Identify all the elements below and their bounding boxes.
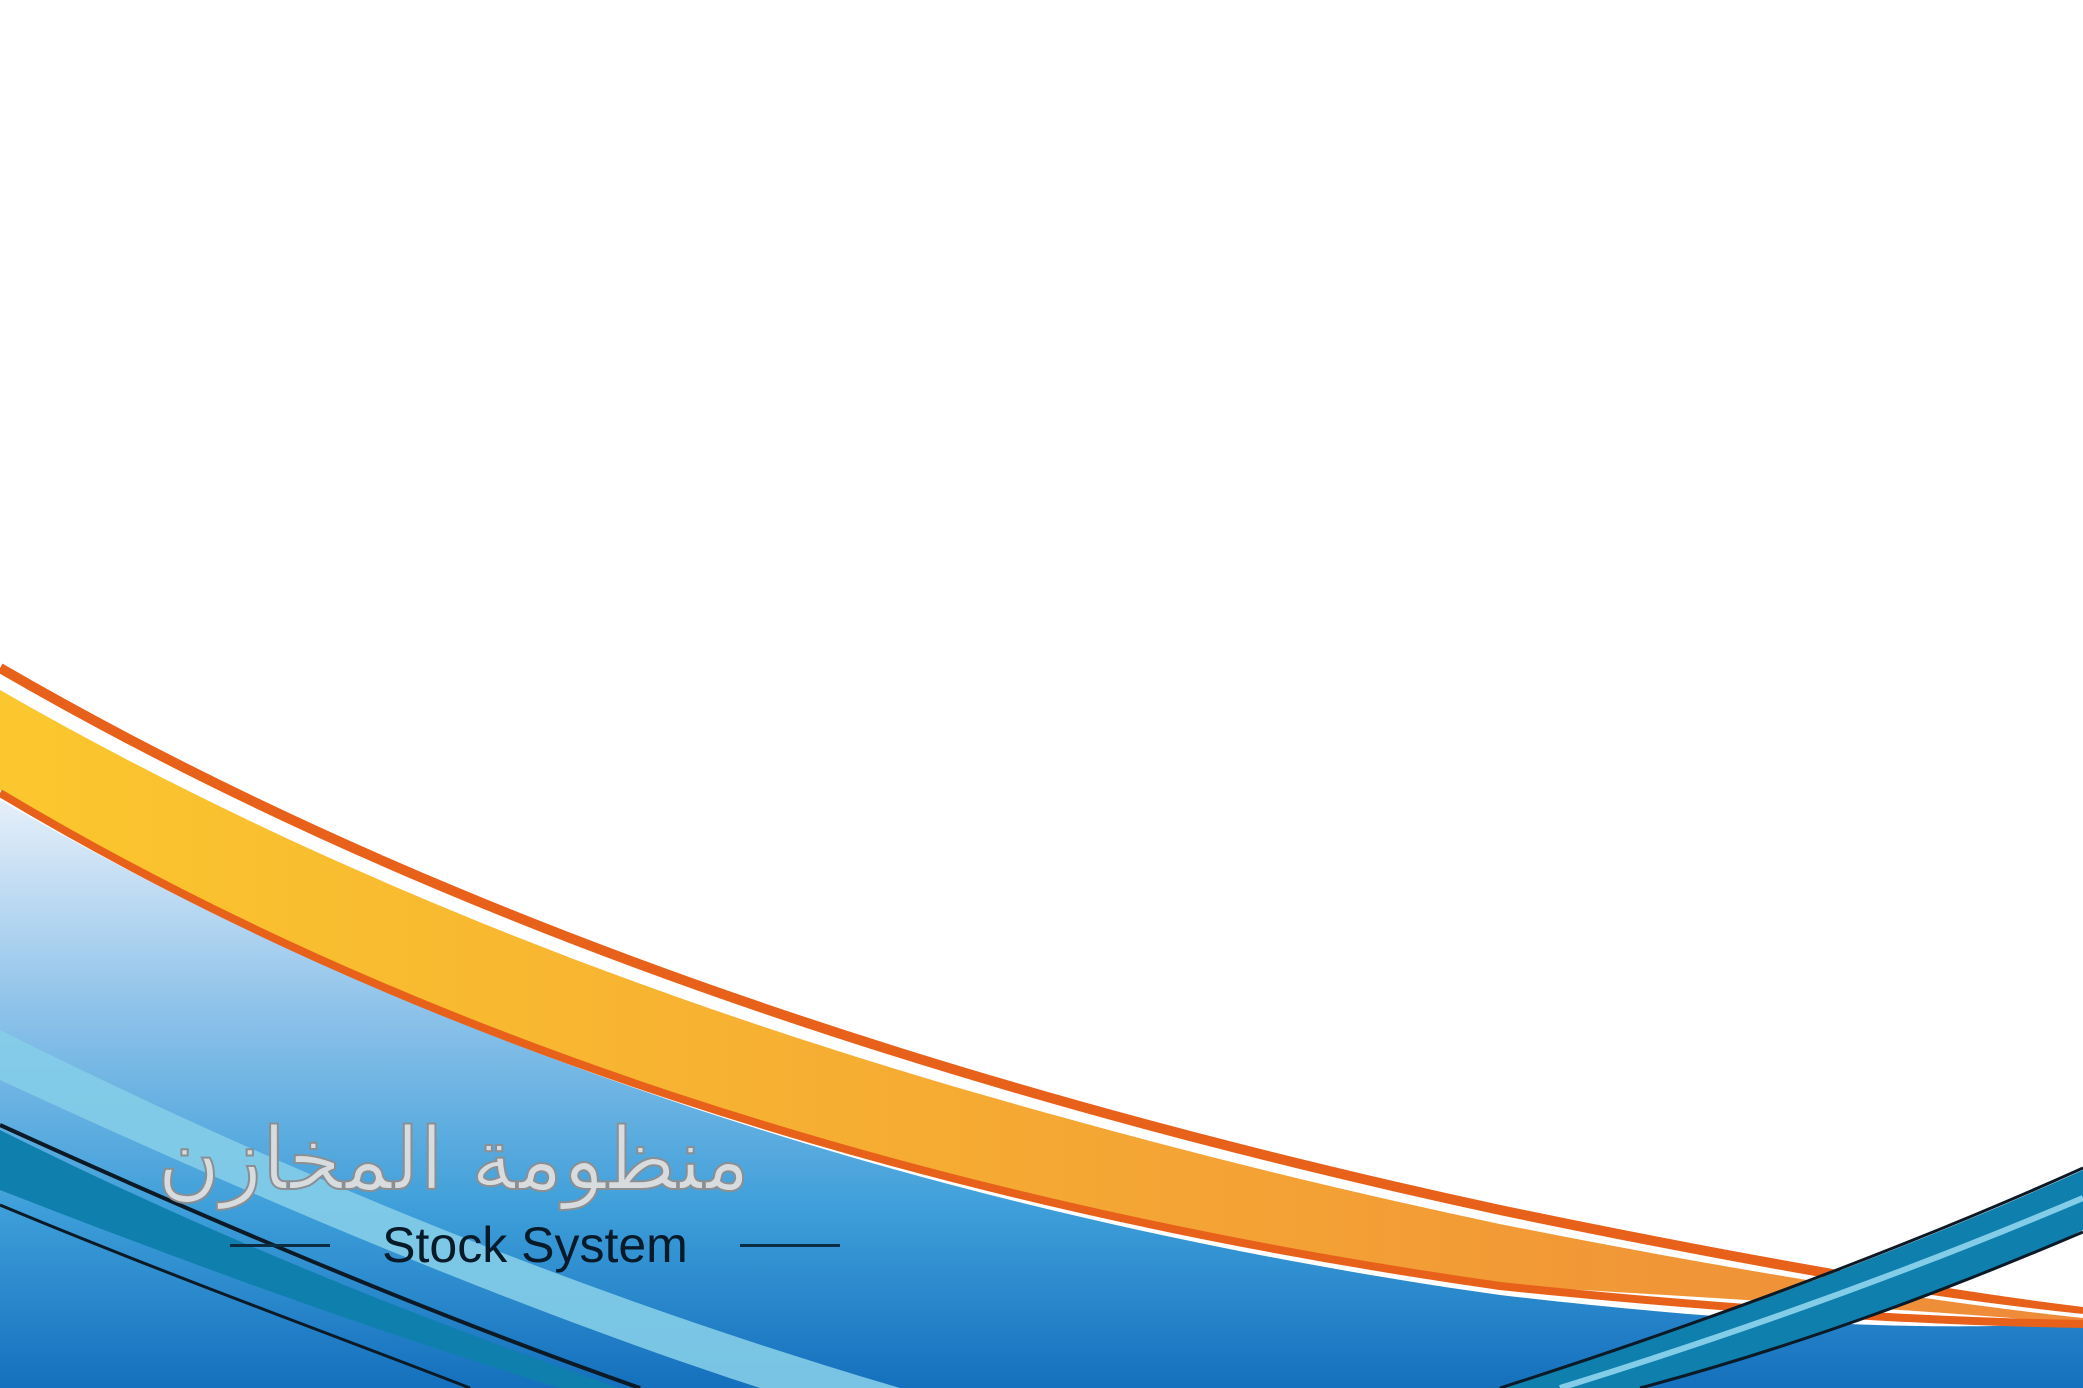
dark-line-right-2	[1639, 1230, 2083, 1388]
blue-wave	[0, 800, 2083, 1388]
subtitle-row: Stock System	[230, 1213, 840, 1277]
arabic-app-title: منظومة المخازن	[156, 1109, 751, 1211]
english-app-title: Stock System	[382, 1217, 688, 1273]
dark-line-left-1	[0, 1123, 641, 1388]
orange-stripe-bottom	[0, 789, 2083, 1328]
cyan-streak-right	[1559, 1195, 2083, 1388]
divider-left	[230, 1243, 330, 1247]
divider-right	[739, 1243, 840, 1247]
brand-block: منظومة المخازن Stock System	[156, 1105, 840, 1285]
dark-line-right-1	[1499, 1166, 2083, 1388]
dark-line-left-2	[0, 1203, 471, 1388]
